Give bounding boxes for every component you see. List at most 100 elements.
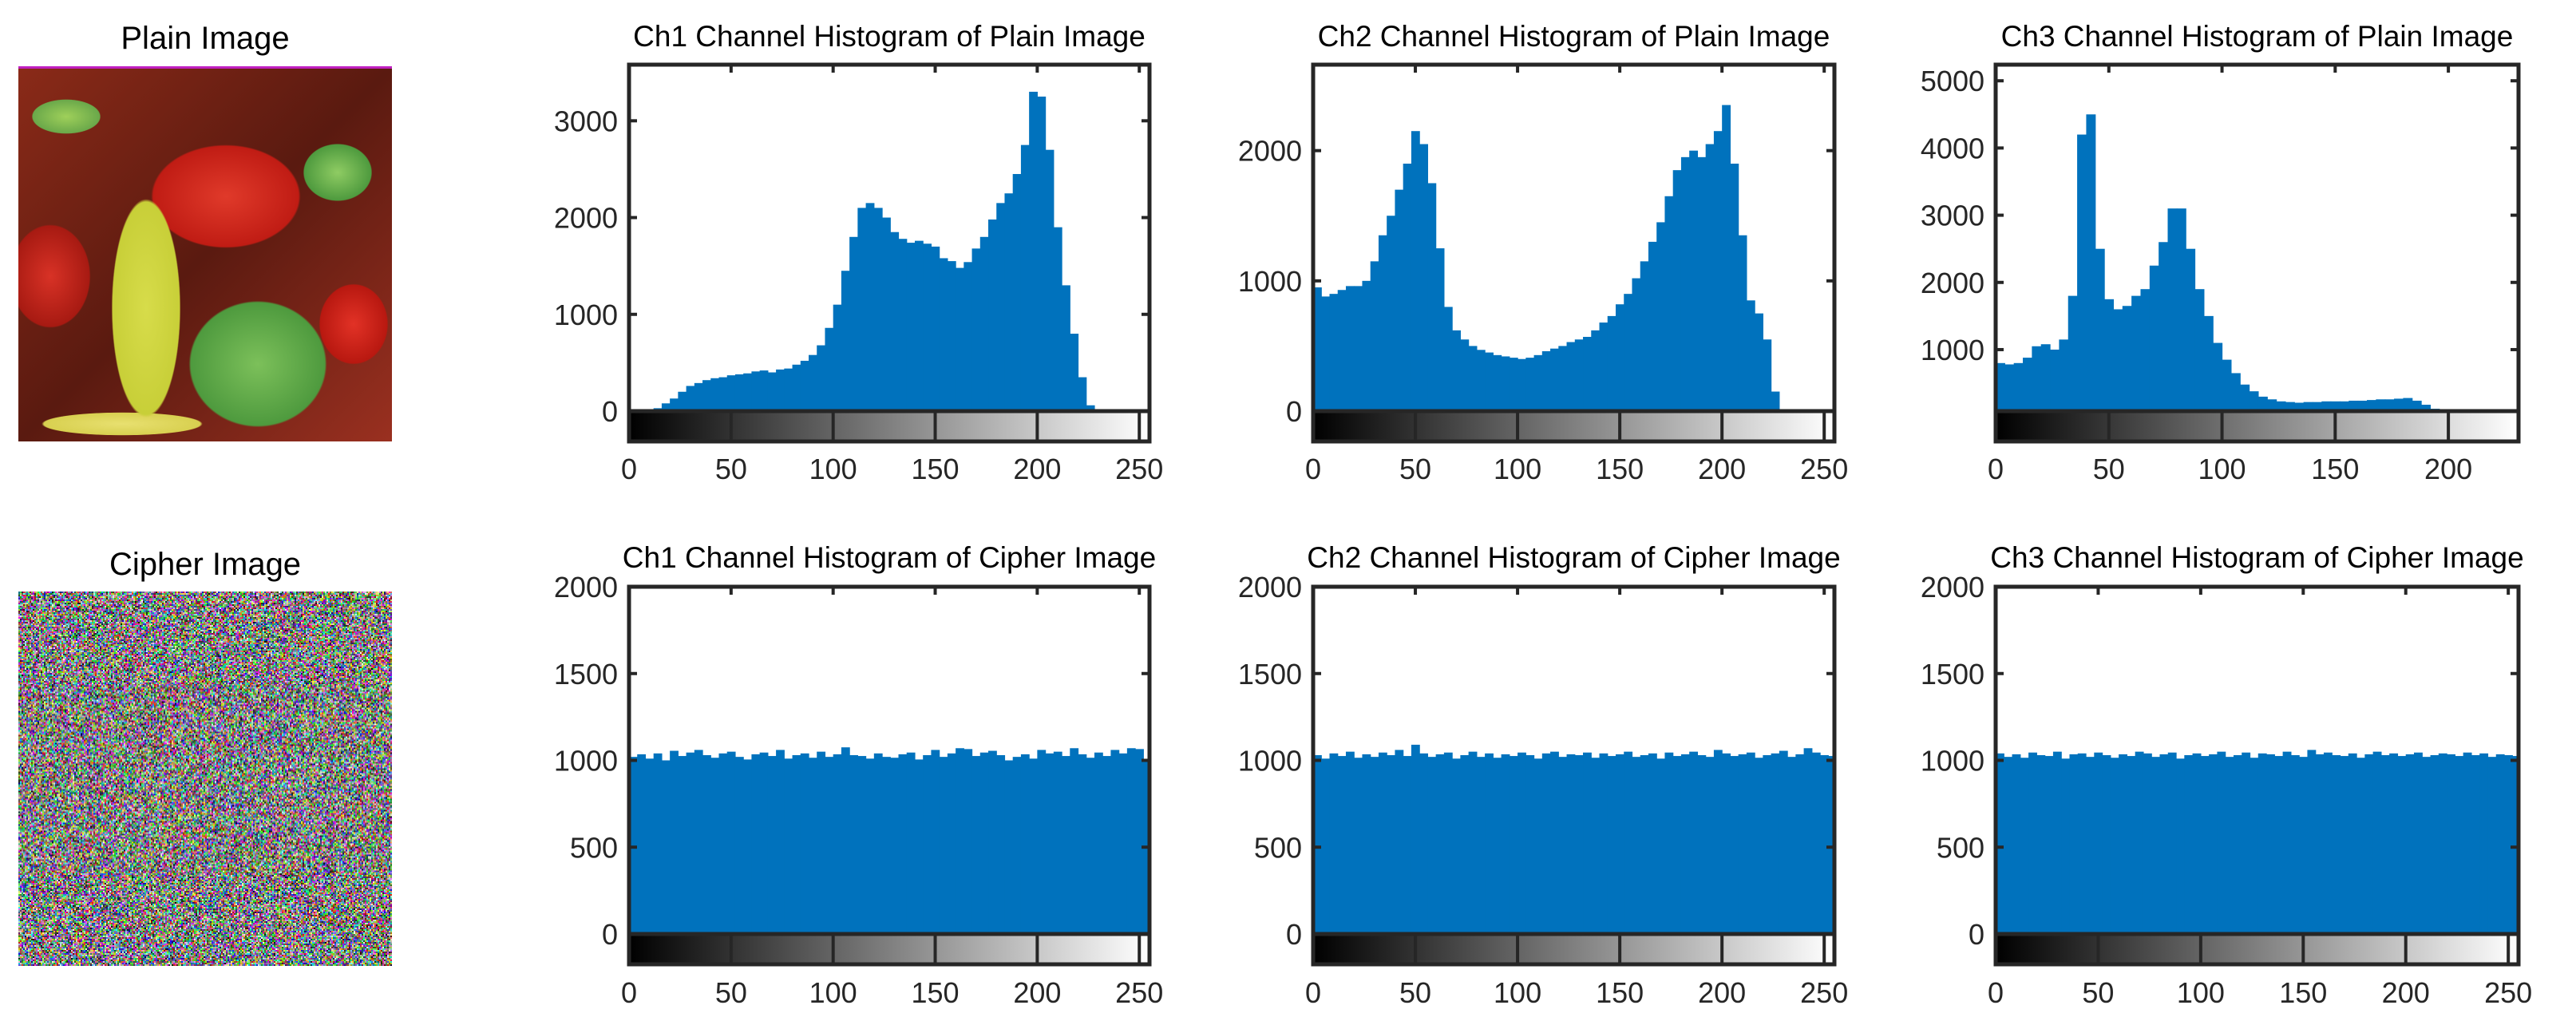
histogram-bar: [2250, 758, 2259, 934]
histogram-bar: [1004, 761, 1013, 935]
histogram-bar: [1616, 754, 1624, 934]
histogram-bar: [2258, 754, 2267, 934]
histogram-bar: [2234, 755, 2242, 934]
histogram-bar: [1583, 753, 1592, 934]
histogram-bar: [980, 237, 989, 411]
histogram-bar: [801, 754, 809, 934]
histogram-bar: [2168, 753, 2177, 934]
histogram-bar: [1640, 261, 1649, 411]
histogram-bar: [1029, 758, 1038, 934]
x-tick-label: 0: [1988, 976, 2004, 1009]
x-tick-label: 50: [715, 976, 747, 1009]
histogram-bar: [2348, 754, 2357, 934]
x-tick-label: 200: [2382, 976, 2430, 1009]
histogram-bar: [662, 761, 671, 935]
histogram-bar: [2068, 296, 2078, 411]
histogram-bar: [678, 392, 687, 411]
histogram-bar: [1510, 358, 1518, 411]
histogram-bar: [1329, 294, 1338, 411]
histogram-bar: [1600, 323, 1609, 411]
histogram-bar: [1632, 279, 1640, 411]
histogram-bar: [1046, 150, 1055, 411]
histogram-bar: [1362, 281, 1371, 411]
histogram-bar: [1102, 756, 1111, 934]
histogram-bar: [1771, 392, 1780, 411]
histogram-bar: [1379, 753, 1387, 934]
y-tick-label: 1000: [554, 745, 618, 778]
x-tick-label: 250: [2484, 976, 2532, 1009]
x-tick-label: 100: [809, 453, 857, 485]
histogram-bar: [2397, 756, 2406, 934]
histogram-bar: [2159, 754, 2168, 934]
histogram-bar: [899, 754, 908, 934]
histogram-bar: [2431, 755, 2439, 934]
histogram-bar: [1632, 757, 1640, 934]
histogram-bar: [1338, 756, 1347, 934]
histogram-bar: [2123, 306, 2132, 411]
histogram-bar: [1395, 750, 1403, 934]
histogram-bar: [2341, 756, 2349, 934]
histogram-bar: [678, 756, 687, 934]
histogram-bar: [1321, 296, 1330, 411]
y-tick-label: 1000: [1238, 745, 1302, 778]
histogram-bar: [1078, 378, 1087, 411]
histogram-bar: [2143, 754, 2152, 934]
histogram-bar: [1795, 754, 1804, 934]
histogram-bar: [1427, 757, 1436, 934]
histogram-bar: [2222, 360, 2232, 411]
histogram-bar: [1648, 242, 1657, 411]
histogram-bar: [1739, 754, 1747, 934]
histogram-bar: [849, 237, 858, 411]
histogram-bar: [2177, 208, 2186, 411]
histogram-bar: [931, 247, 940, 411]
histogram-bar: [1664, 753, 1673, 934]
histogram-bar: [735, 374, 744, 411]
histogram-chart: Ch3 Channel Histogram of Plain Image0 50 1…: [1921, 20, 2519, 485]
histogram-bar: [1664, 196, 1673, 411]
histogram-bar: [760, 753, 769, 934]
histogram-bar: [866, 203, 875, 411]
histogram-bar: [751, 371, 760, 411]
histogram-bar: [1640, 755, 1649, 934]
histogram-bar: [1387, 216, 1395, 411]
histogram-bar: [1787, 757, 1796, 934]
histogram-bar: [801, 361, 809, 411]
y-tick-label: 0: [602, 395, 618, 428]
histogram-bar: [1567, 754, 1576, 934]
histogram-bar: [915, 241, 924, 411]
histogram-bar: [2447, 754, 2455, 934]
y-tick-label: 500: [570, 831, 618, 864]
histogram-bar: [2266, 754, 2275, 934]
histogram-bar: [1444, 753, 1453, 934]
histogram-bar: [2299, 757, 2308, 934]
histogram-bar: [1119, 754, 1128, 934]
histogram-bar: [1755, 314, 1763, 411]
histogram-bar: [1739, 235, 1747, 411]
histogram-bar: [1624, 752, 1632, 934]
histogram-bar: [776, 750, 785, 934]
y-tick-label: 1000: [554, 299, 618, 331]
histogram-bar: [1558, 757, 1567, 934]
histogram-bar: [1403, 756, 1412, 934]
histogram-bar: [2217, 752, 2226, 934]
chart-title: Ch3 Channel Histogram of Plain Image: [2001, 20, 2514, 53]
histogram-bar: [1542, 351, 1551, 411]
histogram-bar: [2053, 752, 2062, 934]
histogram-bar: [874, 754, 883, 934]
histogram-bar: [2274, 756, 2283, 934]
histogram-bar: [1477, 757, 1486, 934]
x-tick-label: 100: [809, 976, 857, 1009]
histogram-bar: [687, 753, 695, 934]
histogram-bar: [2041, 344, 2051, 411]
histogram-bar: [923, 755, 932, 934]
histogram-bar: [1354, 286, 1363, 411]
histogram-bar: [2012, 754, 2021, 934]
histogram-bar: [793, 755, 801, 934]
x-tick-label: 250: [1800, 453, 1848, 485]
histogram-bar: [2023, 358, 2032, 411]
histogram-bar: [2439, 754, 2447, 934]
histogram-bar: [1477, 350, 1486, 411]
histogram-bar: [2127, 756, 2135, 934]
histogram-bar: [784, 758, 793, 934]
histogram-bar: [1037, 750, 1046, 934]
